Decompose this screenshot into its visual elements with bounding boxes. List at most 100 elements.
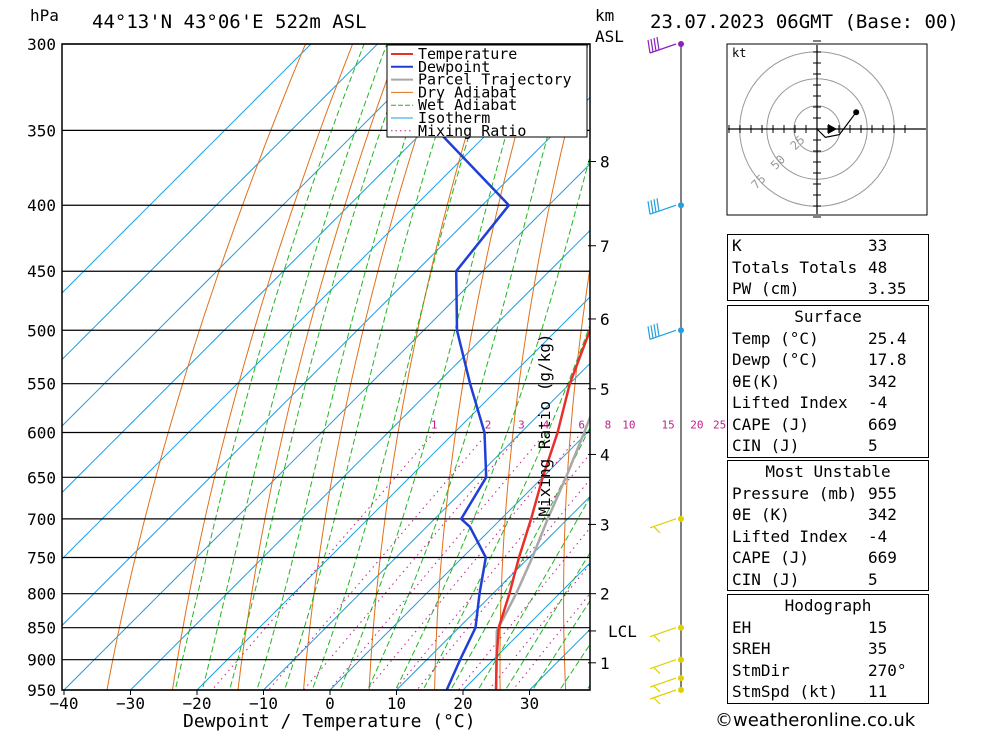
surface-value: 342: [868, 371, 897, 391]
hodograph-stat-value: 11: [868, 682, 888, 701]
legend-label: Temperature: [418, 45, 517, 63]
most-unstable-value: 342: [868, 505, 897, 524]
most-unstable-value: 669: [868, 548, 897, 567]
dry-adiabat-line: [563, 265, 590, 690]
dewpoint-line: [436, 44, 511, 690]
wind-barb-flag: [653, 324, 657, 338]
most-unstable-row: CIN (J) 5: [728, 569, 928, 591]
index-row: Totals Totals 48: [728, 257, 928, 279]
wind-barb: [649, 677, 677, 693]
temperature-tick-label: 20: [453, 694, 472, 713]
height-km-label: 4: [600, 445, 610, 464]
hodograph-stat-value: 35: [868, 639, 888, 658]
height-km-label: LCL: [608, 622, 637, 641]
isotherm-line: [62, 44, 511, 494]
wind-barb: [647, 36, 677, 54]
wind-level-marker: [678, 656, 684, 663]
surface-value: 5: [868, 436, 878, 455]
pressure-tick-label: 300: [27, 35, 56, 54]
temperature-tick-label: −40: [50, 694, 79, 713]
wind-barb-flag: [647, 201, 651, 215]
index-label: Totals Totals: [732, 257, 858, 277]
mixing-ratio-label: 8: [605, 418, 612, 431]
mixing-ratio-labels: 1 2 3 4 6 8 10 15 20 25: [431, 418, 726, 431]
legend-label: Dewpoint: [418, 58, 490, 76]
wind-barb: [649, 659, 677, 675]
legend-label: Isotherm: [418, 109, 490, 127]
surface-value: -4: [868, 393, 888, 412]
wind-barb-flag: [647, 39, 651, 54]
hodograph-stat-row: StmDir 270°: [728, 660, 928, 682]
asl-label: ASL: [595, 27, 624, 46]
most-unstable-label: θE (K): [732, 505, 790, 524]
pressure-tick-label: 950: [27, 681, 56, 700]
mixing-ratio-label: 25: [713, 418, 726, 431]
hodograph-stat-label: StmSpd (kt): [732, 682, 838, 701]
isotherm-line: [62, 44, 445, 427]
hodograph-unit: kt: [732, 46, 746, 60]
hodograph-stat-value: 270°: [868, 660, 907, 680]
wind-level-marker: [678, 624, 684, 631]
pressure-tick-label: 550: [27, 375, 56, 394]
wind-level-marker: [678, 515, 684, 522]
height-km-label: 6: [600, 310, 610, 329]
wind-barb: [647, 323, 677, 340]
most-unstable-row: Pressure (mb) 955: [728, 483, 928, 505]
most-unstable-table: Most Unstable Pressure (mb) 955 θE (K) 342 L…: [727, 460, 929, 591]
credit-text: ©weatheronline.co.uk: [715, 710, 916, 731]
wind-barb-flag: [647, 326, 651, 340]
dry-adiabat-line: [959, 44, 1000, 693]
wind-barb: [647, 198, 677, 215]
mixing-ratio-line: [366, 432, 583, 690]
wet-adiabat-line: [339, 44, 534, 690]
x-axis-label: Dewpoint / Temperature (°C): [183, 711, 476, 732]
dry-adiabat-line: [106, 44, 306, 690]
wind-level-marker: [678, 675, 684, 682]
surface-row: CIN (J) 5: [728, 435, 928, 457]
surface-row: Temp (°C) 25.4: [728, 328, 928, 350]
hodograph-end-point: [853, 109, 860, 116]
wind-barb-staff: [649, 43, 677, 54]
wet-adiabat-line: [228, 44, 412, 690]
surface-value: 17.8: [868, 350, 907, 369]
dry-adiabat-line: [368, 44, 495, 690]
hodograph-title: Hodograph: [784, 596, 872, 615]
index-value: 48: [868, 257, 888, 277]
wind-barb-staff: [649, 204, 677, 215]
mixing-ratio-line: [457, 527, 590, 690]
most-unstable-row: Lifted Index -4: [728, 526, 928, 548]
temperature-tick-label: −20: [183, 694, 212, 713]
pressure-tick-label: 600: [27, 423, 56, 442]
wind-barb-staff: [649, 689, 677, 700]
mixing-ratio-label: 2: [485, 418, 492, 431]
height-km-label: 3: [600, 515, 610, 534]
hodograph-stat-label: EH: [732, 617, 752, 637]
wind-barb-staff: [649, 518, 677, 529]
legend-label: Dry Adiabat: [418, 83, 517, 101]
most-unstable-label: CIN (J): [732, 569, 800, 589]
temperature-line: [494, 326, 590, 690]
temperature-tick-label: 30: [520, 694, 539, 713]
legend-box: [386, 44, 588, 138]
surface-row: Dewp (°C) 17.8: [728, 349, 928, 371]
wind-barb-flag: [650, 200, 654, 214]
pressure-tick-label: 850: [27, 619, 56, 638]
wind-barb: [649, 627, 677, 643]
index-value: 3.35: [868, 279, 907, 298]
surface-title: Surface: [794, 307, 862, 326]
isotherm-line: [262, 362, 590, 690]
mixing-ratio-axis-label: Mixing Ratio (g/kg): [535, 333, 554, 516]
wet-adiabat-line: [283, 44, 467, 690]
pressure-tick-labels: 300 350 400 450 500 550 600 650 700 750 800 850 900 9…: [27, 35, 56, 700]
hodograph-stat-label: SREH: [732, 639, 771, 658]
temperature-tick-label: −10: [249, 694, 278, 713]
wind-barb-staff: [649, 659, 677, 670]
pressure-tick-label: 650: [27, 468, 56, 487]
chart-title: 44°13'N 43°06'E 522m ASL: [92, 11, 367, 33]
wind-barb-flag: [653, 526, 661, 534]
wind-barb-flag: [653, 199, 657, 213]
surface-label: CAPE (J): [732, 414, 810, 434]
pressure-tick-label: 400: [27, 196, 56, 215]
most-unstable-value: -4: [868, 526, 888, 546]
